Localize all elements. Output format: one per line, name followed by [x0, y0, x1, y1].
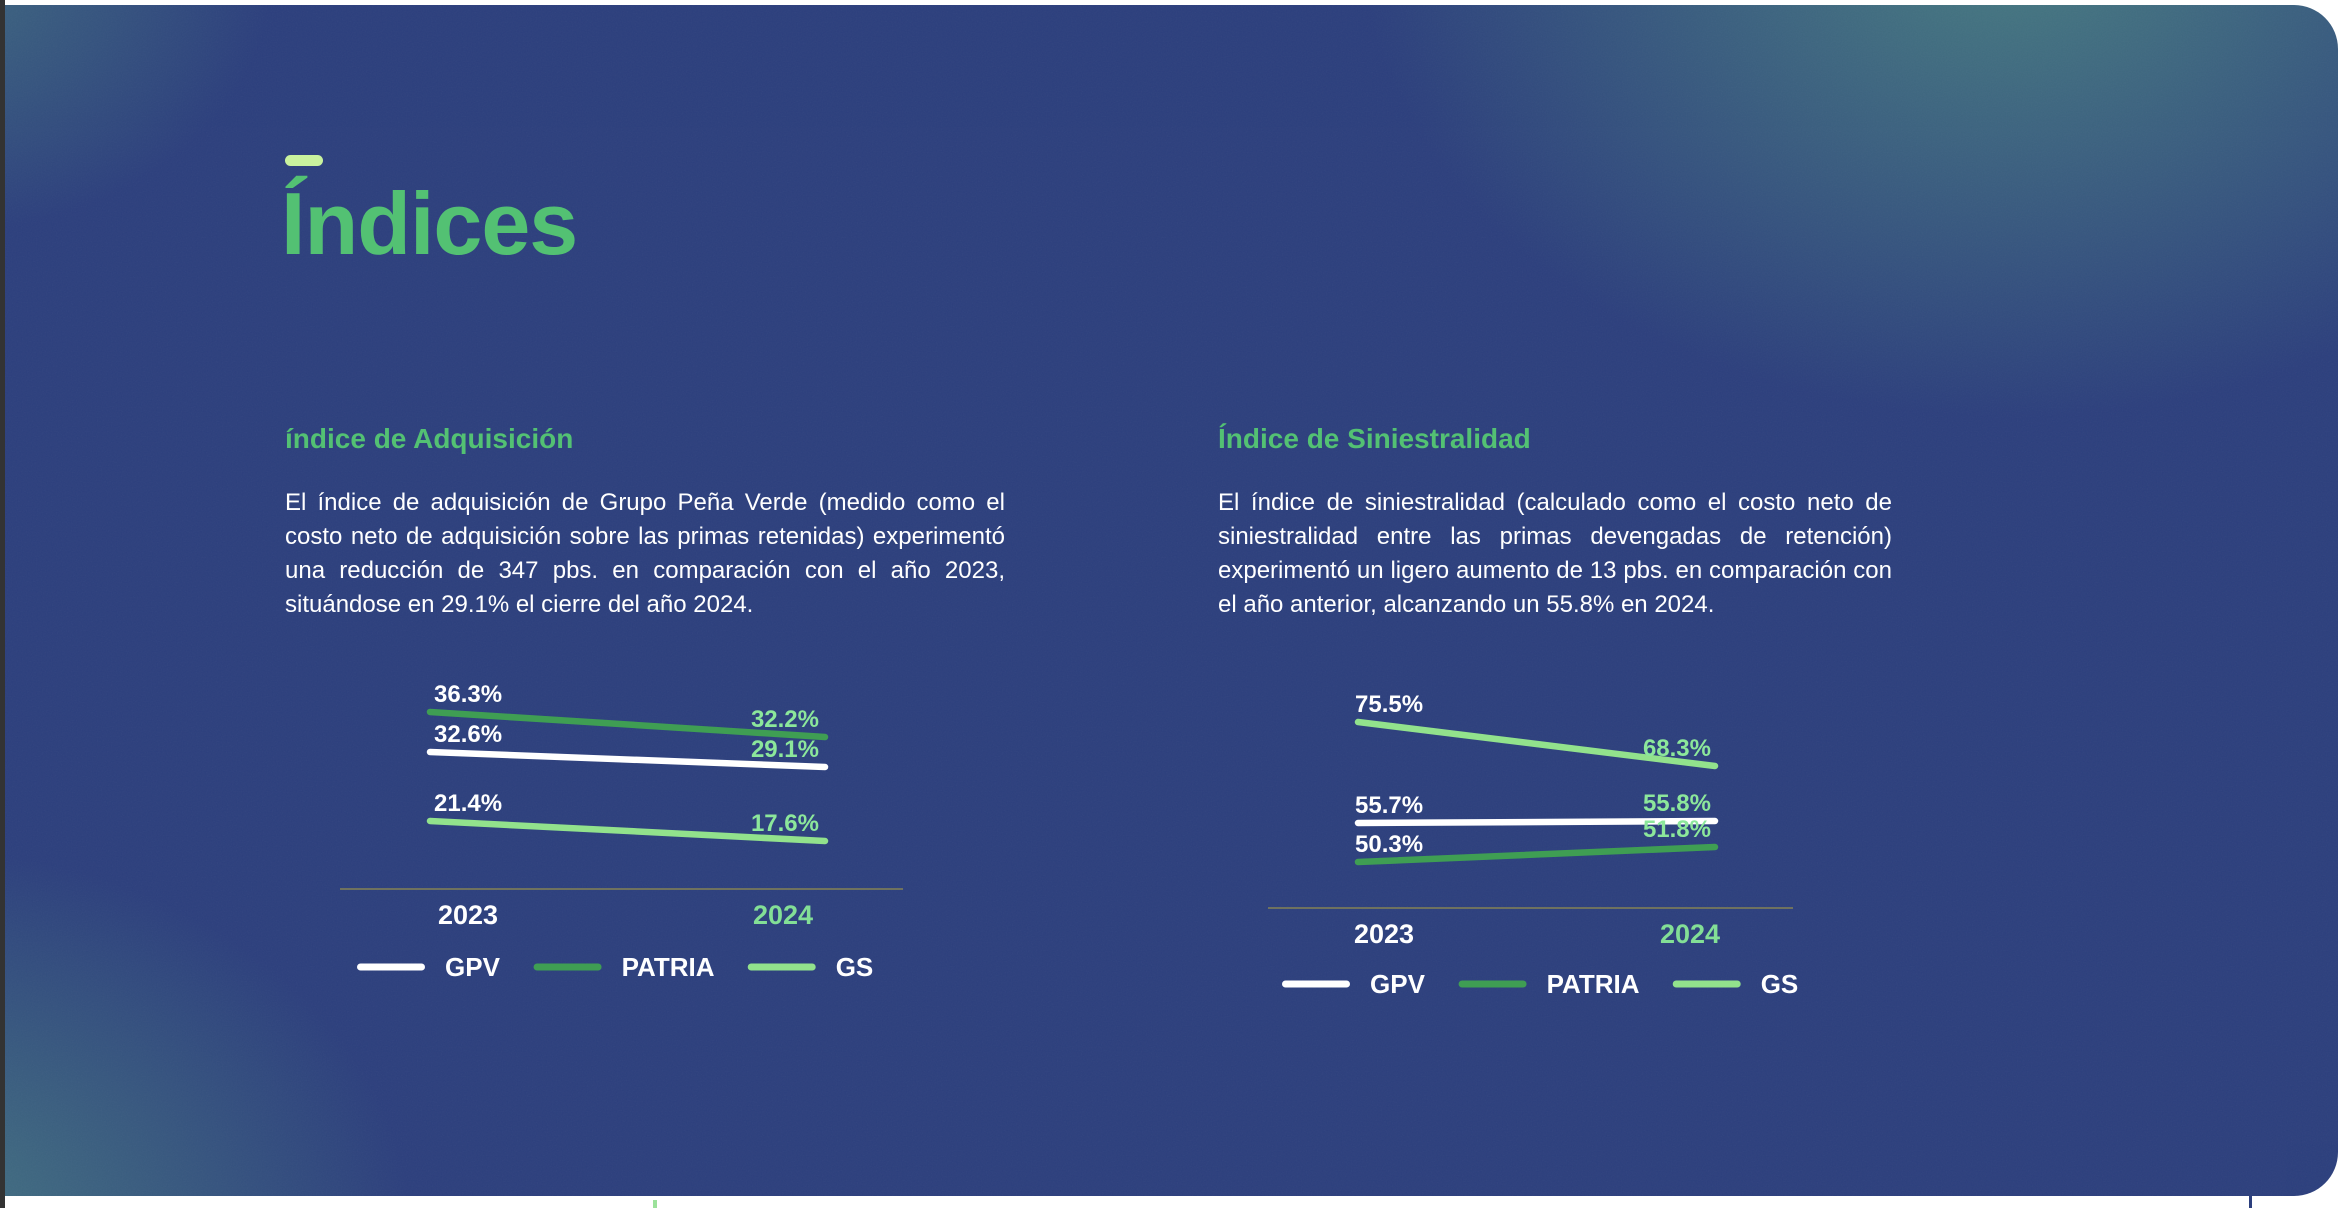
- loss-ratio-section: Índice de Siniestralidad El índice de si…: [1218, 422, 1892, 622]
- slope-line-GS: [426, 817, 829, 845]
- value-label-PATRIA-2024: 32.2%: [751, 706, 819, 733]
- slope-line-GS: [1354, 718, 1719, 770]
- value-label-GS-2023: 75.5%: [1355, 691, 1423, 718]
- next-page-peek: [653, 1200, 657, 1208]
- value-label-PATRIA-2023: 50.3%: [1355, 831, 1423, 858]
- loss-ratio-heading: Índice de Siniestralidad: [1218, 423, 1531, 454]
- slide-title: Índices: [281, 174, 578, 273]
- legend-label-GPV: GPV: [445, 952, 501, 982]
- legend-label-PATRIA: PATRIA: [1547, 969, 1640, 999]
- tick-label-2024: 2024: [1660, 919, 1720, 949]
- legend-swatch-PATRIA: [533, 963, 602, 971]
- value-label-GPV-2023: 32.6%: [434, 721, 502, 748]
- value-label-GPV-2024: 55.8%: [1643, 790, 1711, 817]
- legend-swatch-GPV: [357, 963, 425, 971]
- legend-swatch-GS: [747, 963, 816, 971]
- slope-chart-siniestralidad: 2023 2024 55.7% 55.8% 50.3% 51.8% 75.5% 68.3% GP…: [1268, 691, 1798, 999]
- tick-label-2023: 2023: [1354, 919, 1414, 949]
- value-label-GS-2024: 17.6%: [751, 810, 819, 837]
- left-window-edge: [0, 0, 5, 1208]
- acquisition-heading: índice de Adquisición: [285, 423, 574, 454]
- slope-line-PATRIA: [1354, 843, 1719, 866]
- legend-label-GPV: GPV: [1370, 969, 1426, 999]
- value-label-PATRIA-2023: 36.3%: [434, 681, 502, 708]
- title-accent-dash: [285, 155, 323, 166]
- legend-swatch-PATRIA: [1458, 980, 1527, 988]
- legend-label-GS: GS: [1761, 969, 1799, 999]
- loss-ratio-body: El índice de siniestralidad (calculado c…: [1218, 489, 1892, 618]
- legend-swatch-GPV: [1282, 980, 1350, 988]
- value-label-GPV-2024: 29.1%: [751, 736, 819, 763]
- value-label-PATRIA-2024: 51.8%: [1643, 816, 1711, 843]
- legend-label-GS: GS: [836, 952, 874, 982]
- tick-label-2023: 2023: [438, 900, 498, 930]
- value-label-GPV-2023: 55.7%: [1355, 792, 1423, 819]
- slope-chart-adquisicion: 2023 2024 32.6% 29.1% 36.3% 32.2% 21.4% 17.6% GP…: [340, 681, 903, 982]
- acquisition-body: El índice de adquisición de Grupo Peña V…: [285, 489, 1005, 618]
- page-divider-line: [2249, 1196, 2252, 1208]
- legend-swatch-GS: [1672, 980, 1741, 988]
- slope-line-GPV: [426, 748, 829, 771]
- slope-line-PATRIA: [426, 708, 829, 741]
- tick-label-2024: 2024: [753, 900, 813, 930]
- value-label-GS-2023: 21.4%: [434, 790, 502, 817]
- acquisition-section: índice de Adquisición El índice de adqui…: [285, 422, 1005, 622]
- value-label-GS-2024: 68.3%: [1643, 735, 1711, 762]
- legend-label-PATRIA: PATRIA: [622, 952, 715, 982]
- slope-line-GPV: [1354, 817, 1719, 827]
